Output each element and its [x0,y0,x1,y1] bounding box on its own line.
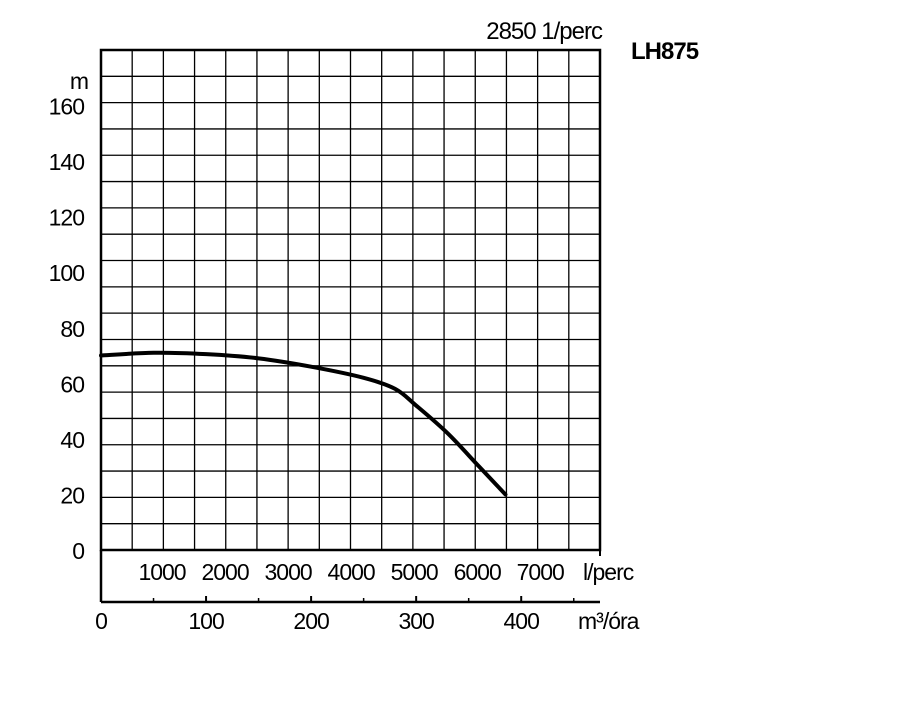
y-tick-label: 140 [49,149,85,175]
secondary-x-tick-label: 1000 [138,559,185,585]
plot-border [99,48,602,552]
speed-label: 2850 1/perc [486,18,603,45]
primary-x-tick-labels: 0 100 200 300 400 [95,608,540,634]
y-tick-label: 0 [72,538,84,564]
series-layer [99,350,508,497]
primary-x-tick-label: 400 [504,608,540,634]
secondary-x-tick-label: 6000 [454,559,501,585]
y-tick-labels: 0 20 40 60 80 100 120 140 160 [49,94,86,564]
secondary-x-tick-labels: 1000 2000 3000 4000 5000 6000 7000 [138,559,565,585]
primary-x-tick-label: 100 [188,608,224,634]
secondary-x-tick-label: 3000 [265,559,312,585]
y-tick-label: 20 [60,482,84,508]
y-tick-label: 160 [49,94,85,120]
secondary-x-tick-label: 2000 [201,559,248,585]
secondary-x-tick-label: 5000 [391,559,438,585]
y-tick-label: 80 [60,316,84,342]
performance-curve [99,350,508,497]
primary-x-tick-label: 300 [398,608,434,634]
primary-x-tick-label: 200 [293,608,329,634]
y-axis-label: m [70,68,88,94]
secondary-x-tick-label: 4000 [328,559,375,585]
primary-x-axis-unit: m³/óra [578,608,640,634]
chart-title: LH875 [631,38,699,65]
y-tick-label: 120 [49,205,85,231]
secondary-x-axis-unit: l/perc [583,559,634,585]
plot-frame [99,48,602,604]
y-tick-label: 100 [49,260,85,286]
y-tick-label: 40 [60,427,84,453]
primary-x-tick-label: 0 [95,608,107,634]
grid [101,50,600,550]
y-tick-label: 60 [60,371,84,397]
secondary-x-tick-label: 7000 [517,559,564,585]
